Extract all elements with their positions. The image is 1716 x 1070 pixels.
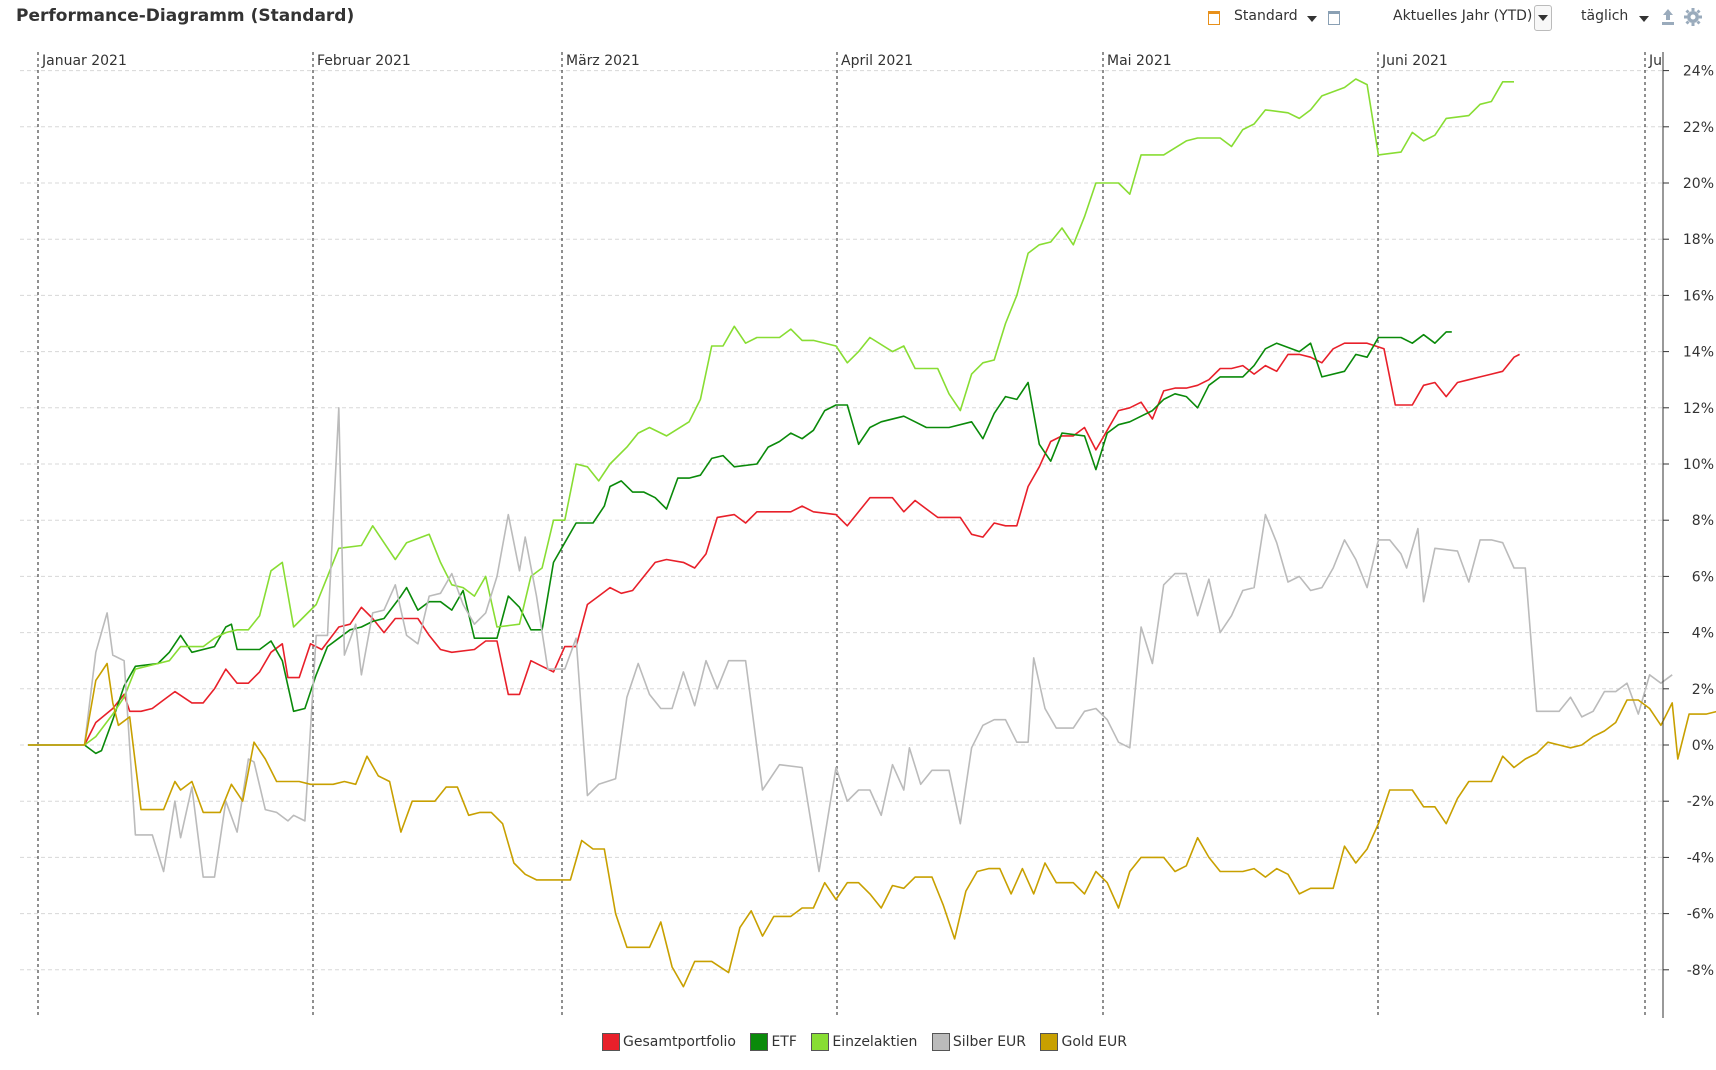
series-line-etf bbox=[28, 331, 1452, 755]
x-month-label: Februar 2021 bbox=[317, 53, 411, 69]
legend-label: Gesamtportfolio bbox=[623, 1034, 736, 1050]
legend-item-silber-eur[interactable]: Silber EUR bbox=[931, 1033, 1027, 1051]
x-axis-labels: Januar 2021 Februar 2021 März 2021 April 20… bbox=[41, 53, 1662, 69]
chevron-down-icon[interactable] bbox=[1307, 16, 1317, 22]
legend-swatch bbox=[750, 1033, 769, 1051]
gear-icon[interactable] bbox=[1684, 8, 1702, 30]
legend-swatch bbox=[602, 1033, 620, 1051]
chart-title: Performance-Diagramm (Standard) bbox=[16, 6, 355, 26]
x-month-label: Januar 2021 bbox=[41, 53, 127, 69]
legend-label: Gold EUR bbox=[1061, 1034, 1127, 1050]
y-tick-label: 10% bbox=[1683, 457, 1714, 473]
performance-chart[interactable]: 24% 22% 20% 18% 16% 14% 12% 10% 8% 6% 4% 2% 0% -2% -4%… bbox=[0, 40, 1716, 1030]
legend-item-gesamtportfolio[interactable]: Gesamtportfolio bbox=[602, 1033, 736, 1051]
series-line-gesamtportfolio bbox=[28, 342, 1520, 746]
y-tick-label: 0% bbox=[1692, 738, 1714, 754]
x-month-label: Juni 2021 bbox=[1381, 53, 1448, 69]
chart-legend: Gesamtportfolio ETF Einzelaktien Silber … bbox=[602, 1033, 1137, 1055]
y-tick-label: 12% bbox=[1683, 401, 1714, 417]
y-tick-label: -6% bbox=[1687, 907, 1714, 923]
y-tick-label: 18% bbox=[1683, 232, 1714, 248]
legend-swatch bbox=[931, 1033, 950, 1051]
y-tick-label: 8% bbox=[1692, 513, 1714, 529]
y-axis-labels: 24% 22% 20% 18% 16% 14% 12% 10% 8% 6% 4% 2% 0% -2% -4%… bbox=[1683, 64, 1714, 979]
y-tick-label: 4% bbox=[1692, 626, 1714, 642]
legend-item-gold-eur[interactable]: Gold EUR bbox=[1040, 1033, 1127, 1051]
chart-toolbar: Standard Aktuelles Jahr (YTD) täglich bbox=[0, 5, 1716, 31]
calendar-range-icon[interactable] bbox=[1328, 11, 1340, 25]
export-icon[interactable] bbox=[1660, 8, 1676, 30]
y-tick-label: 6% bbox=[1692, 569, 1714, 585]
legend-label: Silber EUR bbox=[952, 1034, 1027, 1050]
y-tick-label: 2% bbox=[1692, 682, 1714, 698]
x-month-label: April 2021 bbox=[841, 53, 913, 69]
x-month-label: Mai 2021 bbox=[1107, 53, 1172, 69]
legend-swatch bbox=[811, 1033, 830, 1051]
series-line-gold-eur bbox=[28, 662, 1716, 988]
y-tick-label: -4% bbox=[1687, 850, 1714, 866]
legend-swatch bbox=[1040, 1033, 1059, 1051]
period-dropdown-button[interactable] bbox=[1534, 5, 1552, 31]
month-dividers bbox=[37, 52, 1646, 1018]
y-tick-label: 22% bbox=[1683, 120, 1714, 136]
series-lines bbox=[28, 78, 1716, 988]
calendar-icon[interactable] bbox=[1208, 11, 1220, 25]
y-tick-label: -2% bbox=[1687, 794, 1714, 810]
y-tick-label: -8% bbox=[1687, 963, 1714, 979]
legend-label: ETF bbox=[771, 1034, 797, 1050]
legend-item-etf[interactable]: ETF bbox=[750, 1033, 797, 1051]
y-tick-label: 14% bbox=[1683, 345, 1714, 361]
series-line-einzelaktien bbox=[28, 78, 1514, 746]
preset-dropdown[interactable]: Standard bbox=[1234, 8, 1298, 24]
grid-lines bbox=[20, 70, 1669, 971]
y-tick-label: 24% bbox=[1683, 64, 1714, 80]
legend-label: Einzelaktien bbox=[832, 1034, 918, 1050]
legend-item-einzelaktien[interactable]: Einzelaktien bbox=[811, 1033, 917, 1051]
series-line-silber-eur bbox=[28, 406, 1673, 878]
period-dropdown[interactable]: Aktuelles Jahr (YTD) bbox=[1393, 8, 1533, 24]
x-month-label: März 2021 bbox=[566, 53, 640, 69]
interval-dropdown[interactable]: täglich bbox=[1581, 8, 1629, 24]
chevron-down-icon bbox=[1538, 15, 1548, 21]
chevron-down-icon[interactable] bbox=[1639, 16, 1649, 22]
y-tick-label: 20% bbox=[1683, 176, 1714, 192]
x-month-label: Ju bbox=[1648, 53, 1662, 69]
y-tick-label: 16% bbox=[1683, 288, 1714, 304]
